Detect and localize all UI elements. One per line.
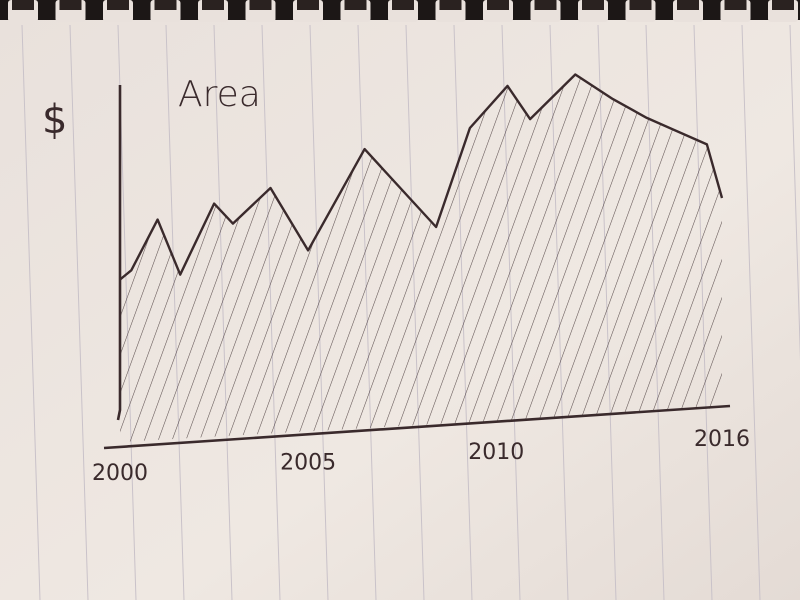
spiral-ring — [772, 0, 794, 10]
spiral-ring — [12, 0, 34, 10]
x-tick-label: 2016 — [694, 427, 750, 452]
spiral-ring — [392, 0, 414, 10]
ruled-line — [21, 24, 41, 600]
tick-labels: 2000 2005 2010 2016 — [92, 427, 750, 486]
spiral-ring — [724, 0, 747, 10]
x-axis — [103, 404, 731, 450]
spiral-ring — [249, 0, 272, 10]
axes-layer — [103, 85, 731, 450]
ruled-line — [741, 24, 761, 600]
area-layer — [119, 73, 724, 442]
spiral-ring — [487, 0, 509, 10]
x-tick-label: 2010 — [468, 440, 524, 465]
spiral-ring — [439, 0, 462, 10]
y-axis-label: $ — [42, 97, 67, 143]
ruled-line — [69, 24, 89, 600]
spiral-ring — [534, 0, 557, 10]
spiral-ring — [202, 0, 224, 10]
spiral-ring — [297, 0, 319, 10]
spiral-ring — [59, 0, 82, 10]
spiral-ring — [677, 0, 699, 10]
spiral-ring — [344, 0, 367, 10]
x-tick-label: 2005 — [280, 450, 336, 475]
x-tick-label: 2000 — [92, 461, 148, 486]
spiral-ring — [629, 0, 652, 10]
spiral-ring — [154, 0, 177, 10]
chart-title: Area — [178, 74, 261, 115]
spiral-ring — [107, 0, 129, 10]
area-fill — [120, 74, 722, 442]
series-line — [119, 73, 724, 281]
spiral-binding — [0, 0, 800, 22]
spiral-ring — [582, 0, 604, 10]
y-axis — [116, 85, 122, 421]
ruled-line — [789, 24, 800, 361]
